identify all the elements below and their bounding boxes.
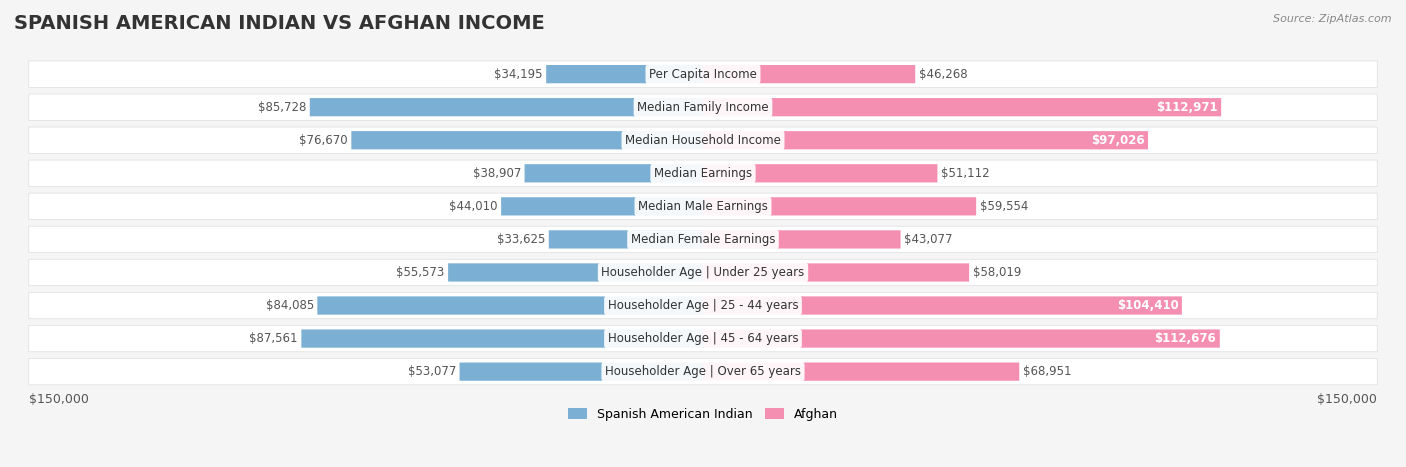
FancyBboxPatch shape: [703, 263, 969, 282]
Text: Householder Age | Over 65 years: Householder Age | Over 65 years: [605, 365, 801, 378]
Text: $43,077: $43,077: [904, 233, 952, 246]
FancyBboxPatch shape: [28, 259, 1378, 286]
Text: $97,026: $97,026: [1091, 134, 1144, 147]
FancyBboxPatch shape: [28, 325, 1378, 352]
Text: $112,676: $112,676: [1154, 332, 1216, 345]
Text: $44,010: $44,010: [449, 200, 498, 213]
FancyBboxPatch shape: [460, 362, 703, 381]
Text: Householder Age | 25 - 44 years: Householder Age | 25 - 44 years: [607, 299, 799, 312]
FancyBboxPatch shape: [703, 131, 1149, 149]
Text: Median Male Earnings: Median Male Earnings: [638, 200, 768, 213]
Text: $84,085: $84,085: [266, 299, 314, 312]
FancyBboxPatch shape: [28, 358, 1378, 385]
Legend: Spanish American Indian, Afghan: Spanish American Indian, Afghan: [564, 403, 842, 426]
Text: $33,625: $33,625: [496, 233, 546, 246]
FancyBboxPatch shape: [28, 292, 1378, 319]
Text: $150,000: $150,000: [28, 393, 89, 406]
Text: $85,728: $85,728: [257, 101, 307, 113]
Text: $55,573: $55,573: [396, 266, 444, 279]
Text: $59,554: $59,554: [980, 200, 1028, 213]
FancyBboxPatch shape: [546, 65, 703, 83]
Text: Householder Age | Under 25 years: Householder Age | Under 25 years: [602, 266, 804, 279]
Text: Per Capita Income: Per Capita Income: [650, 68, 756, 81]
Text: $104,410: $104,410: [1116, 299, 1178, 312]
FancyBboxPatch shape: [449, 263, 703, 282]
FancyBboxPatch shape: [703, 164, 938, 183]
Text: Householder Age | 45 - 64 years: Householder Age | 45 - 64 years: [607, 332, 799, 345]
Text: $68,951: $68,951: [1022, 365, 1071, 378]
Text: $112,971: $112,971: [1156, 101, 1218, 113]
Text: Median Earnings: Median Earnings: [654, 167, 752, 180]
FancyBboxPatch shape: [28, 193, 1378, 219]
FancyBboxPatch shape: [28, 226, 1378, 253]
FancyBboxPatch shape: [703, 98, 1222, 116]
FancyBboxPatch shape: [703, 362, 1019, 381]
FancyBboxPatch shape: [703, 65, 915, 83]
FancyBboxPatch shape: [548, 230, 703, 248]
FancyBboxPatch shape: [28, 160, 1378, 186]
Text: Source: ZipAtlas.com: Source: ZipAtlas.com: [1274, 14, 1392, 24]
FancyBboxPatch shape: [28, 61, 1378, 87]
FancyBboxPatch shape: [301, 329, 703, 348]
FancyBboxPatch shape: [318, 297, 703, 315]
Text: $87,561: $87,561: [249, 332, 298, 345]
FancyBboxPatch shape: [703, 297, 1182, 315]
FancyBboxPatch shape: [524, 164, 703, 183]
FancyBboxPatch shape: [28, 94, 1378, 120]
Text: Median Family Income: Median Family Income: [637, 101, 769, 113]
Text: $76,670: $76,670: [299, 134, 347, 147]
Text: $150,000: $150,000: [1317, 393, 1378, 406]
FancyBboxPatch shape: [703, 197, 976, 215]
FancyBboxPatch shape: [703, 329, 1220, 348]
Text: $46,268: $46,268: [918, 68, 967, 81]
Text: Median Female Earnings: Median Female Earnings: [631, 233, 775, 246]
FancyBboxPatch shape: [703, 230, 901, 248]
Text: $53,077: $53,077: [408, 365, 456, 378]
FancyBboxPatch shape: [309, 98, 703, 116]
FancyBboxPatch shape: [501, 197, 703, 215]
Text: Median Household Income: Median Household Income: [626, 134, 780, 147]
Text: $51,112: $51,112: [941, 167, 990, 180]
Text: $38,907: $38,907: [472, 167, 522, 180]
Text: $34,195: $34,195: [495, 68, 543, 81]
Text: $58,019: $58,019: [973, 266, 1021, 279]
Text: SPANISH AMERICAN INDIAN VS AFGHAN INCOME: SPANISH AMERICAN INDIAN VS AFGHAN INCOME: [14, 14, 544, 33]
FancyBboxPatch shape: [352, 131, 703, 149]
FancyBboxPatch shape: [28, 127, 1378, 154]
